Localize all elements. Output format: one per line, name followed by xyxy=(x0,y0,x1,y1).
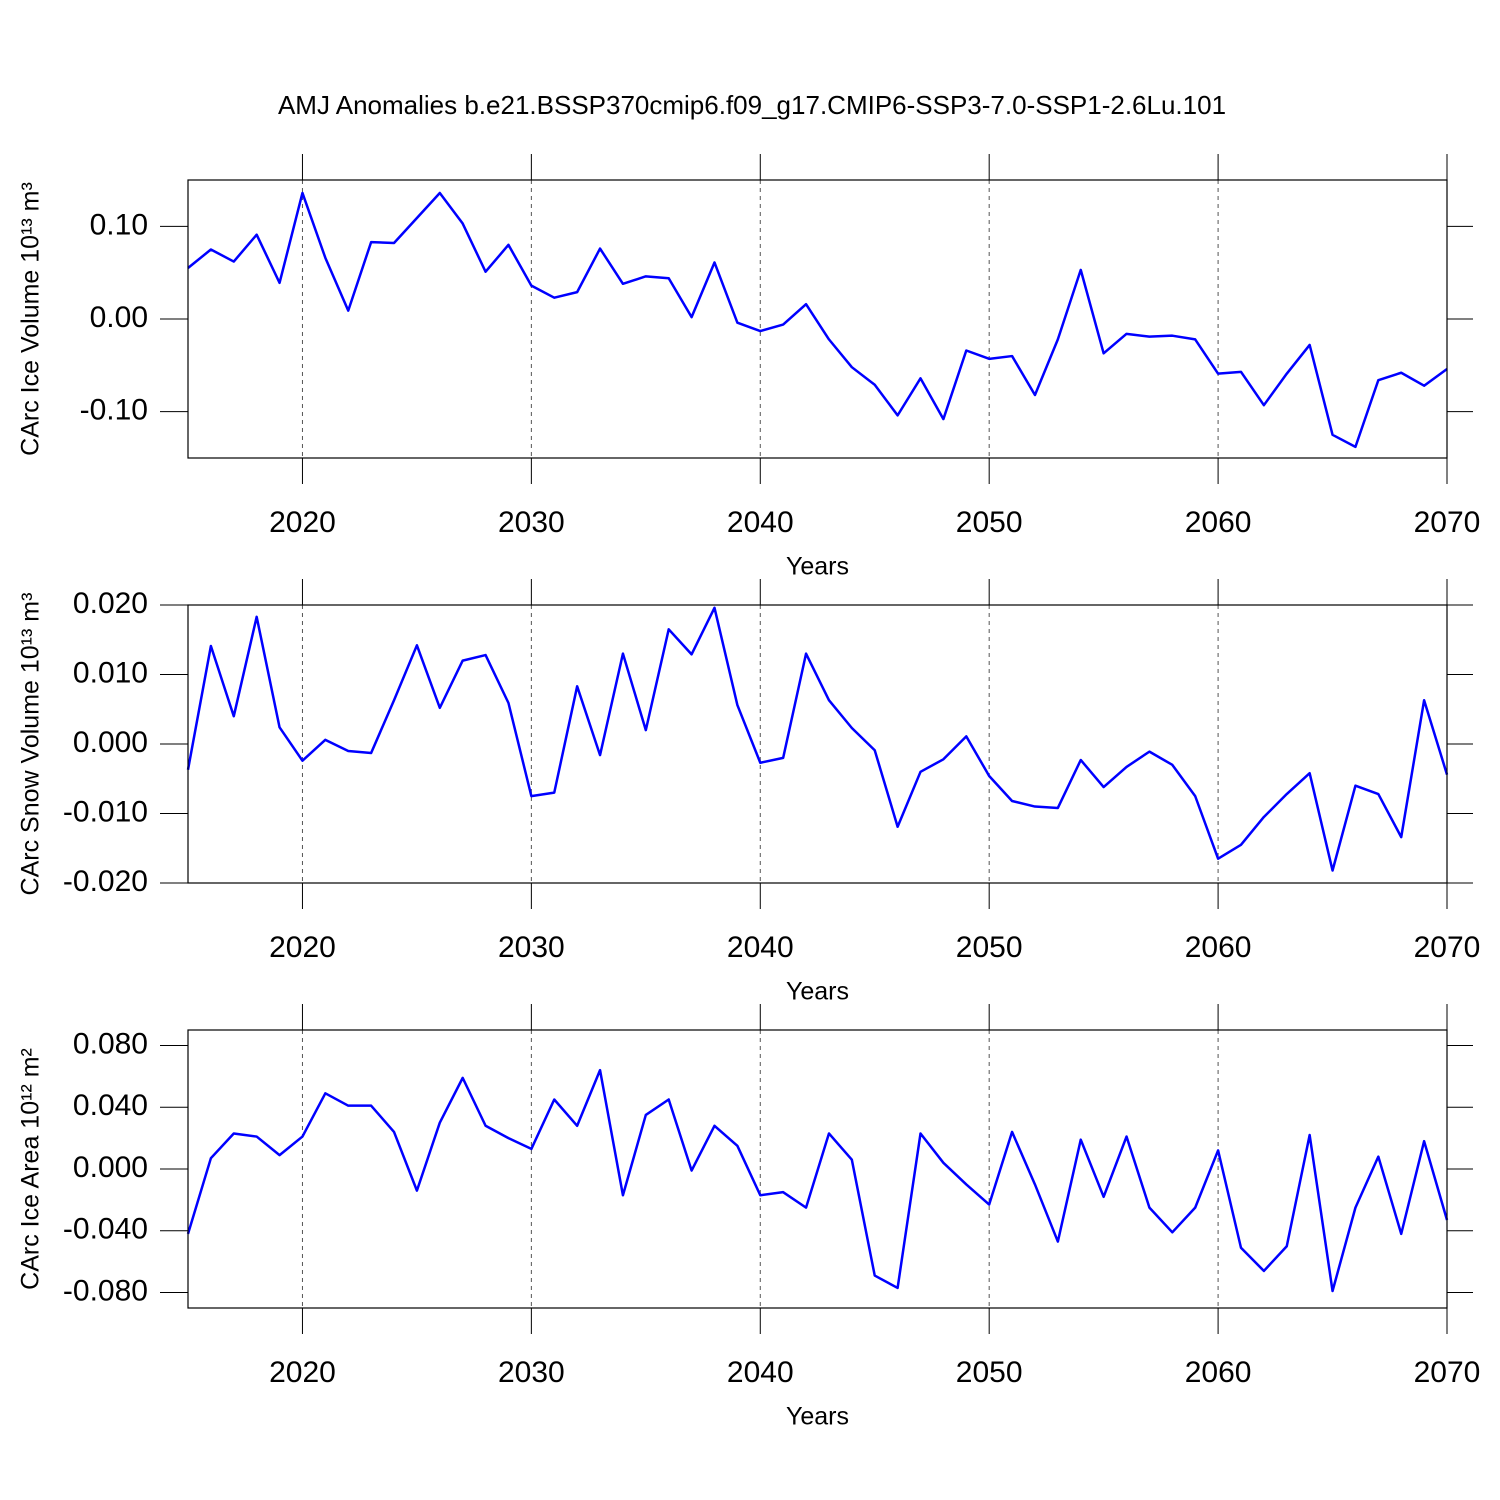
x-tick-label: 2050 xyxy=(956,1356,1023,1389)
x-axis-label: Years xyxy=(786,553,849,581)
x-tick-label: 2070 xyxy=(1414,506,1481,539)
y-tick-label: -0.010 xyxy=(63,795,148,828)
x-axis-label: Years xyxy=(786,1403,849,1431)
data-line xyxy=(187,191,1448,449)
x-tick-label: 2040 xyxy=(727,506,794,539)
y-tick-label: -0.10 xyxy=(80,394,148,427)
y-tick-label: -0.080 xyxy=(63,1274,148,1307)
y-tick-label: -0.040 xyxy=(63,1213,148,1246)
x-tick-label: 2020 xyxy=(269,1356,336,1389)
x-tick-label: 2030 xyxy=(498,931,565,964)
x-tick-label: 2030 xyxy=(498,506,565,539)
y-tick-label: 0.000 xyxy=(73,726,148,759)
x-tick-label: 2020 xyxy=(269,931,336,964)
data-line xyxy=(186,1068,1449,1293)
y-tick-label: 0.040 xyxy=(73,1089,148,1122)
plot-frame xyxy=(187,604,1448,884)
x-tick-label: 2050 xyxy=(956,931,1023,964)
y-axis-label: CArc Ice Area 10¹² m² xyxy=(17,1048,45,1290)
plot-frame xyxy=(187,179,1448,459)
y-tick-label: 0.10 xyxy=(90,208,148,241)
y-tick-label: 0.080 xyxy=(73,1027,148,1060)
x-tick-label: 2050 xyxy=(956,506,1023,539)
x-tick-label: 2040 xyxy=(727,931,794,964)
x-tick-label: 2020 xyxy=(269,506,336,539)
x-tick-label: 2070 xyxy=(1414,1356,1481,1389)
x-tick-label: 2040 xyxy=(727,1356,794,1389)
y-tick-label: 0.020 xyxy=(73,587,148,620)
y-axis-label: CArc Snow Volume 10¹³ m³ xyxy=(17,593,45,896)
x-tick-label: 2060 xyxy=(1185,1356,1252,1389)
x-tick-label: 2060 xyxy=(1185,506,1252,539)
x-tick-label: 2030 xyxy=(498,1356,565,1389)
x-tick-label: 2060 xyxy=(1185,931,1252,964)
y-axis-label: CArc Ice Volume 10¹³ m³ xyxy=(17,182,45,456)
data-line xyxy=(186,606,1449,872)
y-tick-label: -0.020 xyxy=(63,865,148,898)
y-tick-label: 0.000 xyxy=(73,1151,148,1184)
x-axis-label: Years xyxy=(786,978,849,1006)
y-tick-label: 0.010 xyxy=(73,656,148,689)
y-tick-label: 0.00 xyxy=(90,301,148,334)
plot-frame xyxy=(187,1029,1448,1309)
chart-title: AMJ Anomalies b.e21.BSSP370cmip6.f09_g17… xyxy=(278,90,1226,120)
x-tick-label: 2070 xyxy=(1414,931,1481,964)
